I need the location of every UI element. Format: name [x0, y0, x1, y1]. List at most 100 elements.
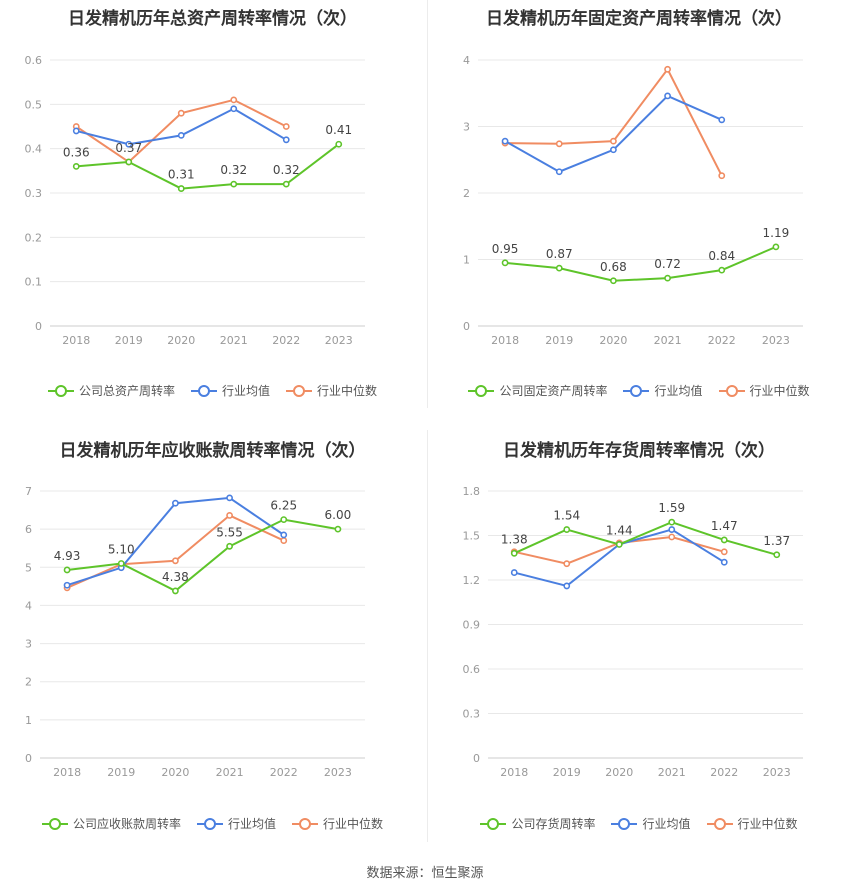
data-point-avg	[230, 105, 238, 113]
y-tick-label: 1.5	[463, 530, 481, 543]
data-point-company	[773, 551, 781, 559]
chart-plot: 0 1 2 3 4 2018 2019 2020 2021 2022 2023 0.95 0.87 0.6…	[463, 54, 803, 347]
chart-panel-fixed-asset-turnover: 日发精机历年固定资产周转率情况（次） 0 1 2 3 4 2018 2019 2020 2021…	[428, 0, 850, 410]
data-point-company	[718, 266, 726, 274]
data-point-avg	[177, 131, 185, 139]
data-point-avg	[280, 531, 288, 539]
x-tick-label: 2018	[62, 334, 90, 347]
chart-legend: 公司总资产周转率 行业均值 行业中位数	[0, 382, 425, 399]
data-point-company	[555, 264, 563, 272]
data-point-median	[555, 140, 563, 148]
series-line-company	[76, 143, 340, 190]
legend-item-avg[interactable]: 行业均值	[623, 382, 703, 399]
x-tick-label: 2023	[324, 766, 352, 779]
legend-item-avg[interactable]: 行业均值	[611, 815, 691, 832]
legend-item-avg[interactable]: 行业均值	[190, 382, 270, 399]
y-tick-label: 3	[25, 638, 32, 651]
y-tick-label: 1	[25, 714, 32, 727]
x-tick-label: 2023	[325, 334, 353, 347]
legend-label-company: 公司固定资产周转率	[499, 384, 608, 398]
data-point-company	[282, 180, 290, 188]
legend-label-avg: 行业均值	[654, 384, 703, 398]
data-label-company: 0.84	[708, 249, 735, 263]
legend-label-company: 公司应收账款周转率	[72, 817, 181, 831]
data-point-company	[125, 158, 133, 166]
data-point-company	[63, 566, 71, 574]
data-label-company: 1.37	[763, 534, 790, 548]
legend-label-median: 行业中位数	[317, 384, 378, 398]
data-point-avg	[720, 558, 728, 566]
data-point-avg	[282, 136, 290, 144]
data-point-avg	[501, 137, 509, 145]
legend-label-avg: 行业均值	[642, 817, 691, 831]
data-label-company: 0.68	[600, 260, 627, 274]
series-line-median	[75, 98, 287, 164]
data-point-median	[610, 137, 617, 145]
y-tick-label: 0.9	[463, 619, 481, 632]
legend-swatch-median	[292, 817, 318, 831]
legend-label-median: 行业中位数	[749, 384, 810, 398]
legend-swatch-avg	[190, 384, 217, 398]
data-point-median	[282, 123, 290, 130]
legend-swatch-median	[718, 384, 745, 398]
data-point-company	[615, 541, 623, 548]
legend-item-company[interactable]: 公司固定资产周转率	[468, 382, 607, 399]
y-tick-label: 0.2	[25, 231, 43, 244]
data-point-avg	[610, 146, 617, 154]
x-tick-label: 2020	[599, 334, 627, 347]
x-tick-label: 2022	[270, 766, 298, 779]
data-point-company	[501, 259, 509, 267]
data-label-company: 0.41	[325, 123, 352, 137]
data-point-avg	[63, 581, 71, 589]
y-tick-label: 3	[463, 121, 470, 134]
legend-item-median[interactable]: 行业中位数	[706, 815, 798, 832]
data-point-avg	[72, 127, 80, 135]
chart-panel-total-asset-turnover: 日发精机历年总资产周转率情况（次） 0 0.1 0.2 0.3 0.4 0.5 0.6 201…	[0, 0, 425, 410]
data-point-company	[72, 162, 80, 170]
chart-legend: 公司存货周转率 行业均值 行业中位数	[428, 815, 850, 832]
legend-item-company[interactable]: 公司应收账款周转率	[41, 815, 181, 832]
legend-item-median[interactable]: 行业中位数	[718, 382, 810, 399]
data-label-company: 0.31	[168, 168, 195, 182]
legend-swatch-avg	[623, 384, 650, 398]
data-label-company: 4.93	[54, 549, 81, 563]
y-tick-label: 0	[35, 320, 42, 333]
legend-swatch-company	[480, 817, 507, 831]
x-tick-label: 2021	[654, 334, 682, 347]
x-tick-label: 2020	[605, 766, 633, 779]
legend-item-median[interactable]: 行业中位数	[286, 382, 377, 399]
chart-title: 日发精机历年应收账款周转率情况（次）	[59, 441, 366, 461]
data-label-company: 1.59	[658, 501, 685, 515]
data-point-median	[280, 537, 288, 544]
legend-item-median[interactable]: 行业中位数	[292, 815, 383, 832]
data-label-company: 5.10	[108, 542, 135, 556]
legend-item-avg[interactable]: 行业均值	[196, 815, 276, 832]
y-tick-label: 1.8	[463, 485, 481, 498]
y-tick-label: 0.6	[463, 663, 481, 676]
chart-title: 日发精机历年固定资产周转率情况（次）	[486, 9, 792, 29]
legend-item-company[interactable]: 公司总资产周转率	[47, 382, 175, 399]
data-source-note: 数据来源：恒生聚源	[366, 866, 484, 881]
data-point-company	[172, 587, 179, 595]
data-point-company	[117, 560, 125, 567]
y-tick-label: 0.4	[25, 143, 43, 156]
y-tick-label: 0	[463, 320, 470, 333]
legend-swatch-company	[47, 384, 74, 398]
data-label-company: 0.37	[115, 141, 142, 155]
x-tick-label: 2022	[708, 334, 736, 347]
legend-label-avg: 行业均值	[227, 817, 276, 831]
y-tick-label: 2	[25, 676, 32, 689]
data-label-company: 0.36	[63, 145, 90, 159]
data-point-company	[177, 185, 185, 192]
data-label-company: 1.54	[553, 509, 580, 523]
y-tick-label: 0.3	[463, 708, 481, 721]
data-point-avg	[172, 499, 179, 507]
legend-item-company[interactable]: 公司存货周转率	[480, 815, 595, 832]
vertical-divider-bottom	[427, 430, 428, 842]
y-tick-label: 0	[25, 752, 32, 765]
data-point-median	[226, 512, 233, 519]
data-point-company	[226, 542, 233, 550]
x-tick-label: 2021	[220, 334, 248, 347]
data-label-company: 4.38	[162, 570, 189, 584]
chart-plot: 0 1 2 3 4 5 6 7 2018 2019 2020 2021 2022 2023 4.93 5.10…	[25, 485, 365, 779]
